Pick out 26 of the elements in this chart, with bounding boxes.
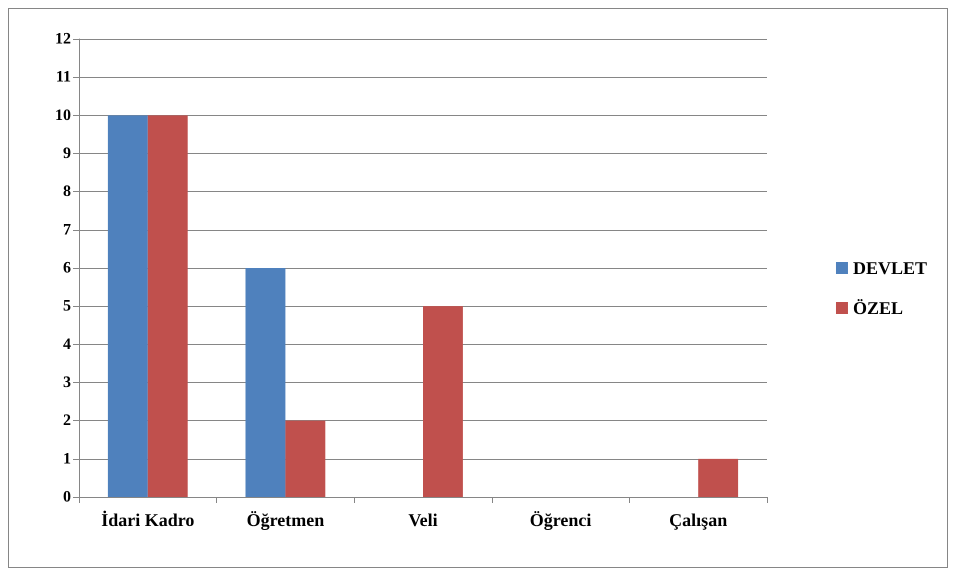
x-tick-label: Öğretmen <box>246 510 324 530</box>
y-tick-label: 12 <box>55 30 71 48</box>
y-tick-label: 7 <box>63 221 71 238</box>
y-tick-label: 0 <box>63 488 71 506</box>
y-tick-label: 9 <box>63 145 71 162</box>
legend-label: ÖZEL <box>852 298 904 318</box>
y-tick-label: 11 <box>56 68 71 86</box>
legend-label: DEVLET <box>852 258 928 278</box>
bar <box>148 115 188 497</box>
y-tick-label: 5 <box>63 298 71 315</box>
y-tick-label: 6 <box>63 260 71 276</box>
y-tick-label: 10 <box>55 106 71 124</box>
y-tick-label: 3 <box>63 374 71 391</box>
bar <box>423 306 463 497</box>
bar <box>108 115 148 497</box>
bar <box>698 458 738 497</box>
bar <box>285 420 326 497</box>
y-tick-label: 2 <box>63 412 71 430</box>
bar <box>245 268 286 497</box>
x-tick-label: İdari Kadro <box>101 510 194 530</box>
x-tick-label: Veli <box>408 510 438 530</box>
y-tick-label: 1 <box>63 450 71 468</box>
x-tick-label: Öğrenci <box>530 510 592 530</box>
x-tick-label: Çalışan <box>669 510 728 530</box>
y-tick-label: 4 <box>63 336 71 353</box>
y-tick-label: 8 <box>63 183 71 200</box>
